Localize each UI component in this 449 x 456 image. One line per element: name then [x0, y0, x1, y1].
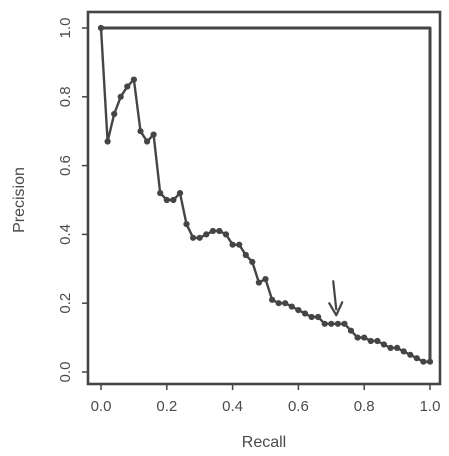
x-tick-label: 0.8: [354, 398, 375, 415]
y-tick-label: 0.6: [57, 155, 74, 176]
data-point: [183, 221, 190, 228]
x-axis-title: Recall: [242, 434, 286, 451]
data-point: [341, 320, 348, 327]
data-point: [407, 351, 414, 358]
data-point: [315, 313, 322, 321]
x-tick-label: 1.0: [420, 398, 441, 415]
data-point: [400, 348, 407, 355]
data-point: [190, 234, 197, 241]
data-point: [124, 83, 131, 90]
plot-frame: [86, 10, 442, 386]
data-point: [97, 24, 105, 32]
x-tick-label: 0.4: [222, 398, 243, 415]
data-point: [282, 300, 289, 307]
data-point: [328, 320, 335, 327]
x-tick-label: 0.6: [288, 398, 309, 415]
data-point: [321, 320, 328, 327]
data-point: [347, 327, 355, 334]
data-point: [117, 93, 124, 100]
data-point: [288, 303, 295, 310]
x-axis: 0.0 0.2 0.4 0.6 0.8 1.0: [91, 384, 441, 415]
arrow-annotation: [328, 280, 344, 317]
data-point: [150, 131, 157, 138]
data-point: [111, 110, 118, 118]
data-point: [301, 310, 309, 317]
data-point: [236, 241, 243, 248]
precision-recall-line: [99, 27, 430, 363]
data-point: [130, 76, 137, 83]
data-point: [413, 355, 420, 362]
data-point: [196, 234, 203, 241]
data-point: [334, 320, 341, 327]
data-point: [354, 334, 361, 341]
data-point: [249, 258, 256, 265]
data-point: [255, 279, 262, 286]
y-axis: 0.0 0.2 0.4 0.6 0.8 1.0: [57, 18, 88, 383]
annotation-layer: [328, 280, 344, 317]
data-point: [242, 251, 249, 259]
y-tick-label: 0.2: [57, 293, 74, 314]
data-point: [367, 337, 374, 345]
data-point: [104, 138, 111, 145]
data-point: [394, 344, 401, 351]
data-point: [229, 241, 236, 248]
data-point: [295, 307, 302, 314]
data-point: [269, 296, 276, 303]
data-point: [170, 196, 177, 204]
data-point: [380, 341, 387, 348]
data-point: [163, 196, 170, 204]
data-point: [420, 358, 427, 365]
data-point: [216, 227, 223, 235]
x-tick-label: 0.2: [156, 398, 177, 415]
series-layer: [97, 24, 434, 365]
y-tick-label: 0.8: [57, 86, 74, 107]
y-tick-label: 0.0: [57, 362, 74, 383]
data-point: [203, 231, 210, 238]
y-tick-label: 0.4: [57, 224, 74, 245]
data-point: [137, 128, 144, 135]
x-tick-label: 0.0: [91, 398, 112, 415]
data-point: [308, 313, 315, 321]
data-point: [361, 334, 368, 341]
data-point: [262, 276, 269, 283]
y-axis-title: Precision: [11, 167, 28, 233]
data-point: [374, 337, 381, 345]
data-point: [144, 138, 151, 145]
data-point: [157, 190, 164, 197]
data-point: [176, 190, 184, 197]
y-tick-label: 1.0: [57, 18, 74, 39]
data-point: [426, 358, 434, 365]
data-point: [209, 227, 216, 235]
data-point: [222, 231, 230, 238]
ideal-curve-line: [101, 26, 432, 362]
data-point: [387, 344, 394, 351]
data-point: [275, 300, 282, 307]
